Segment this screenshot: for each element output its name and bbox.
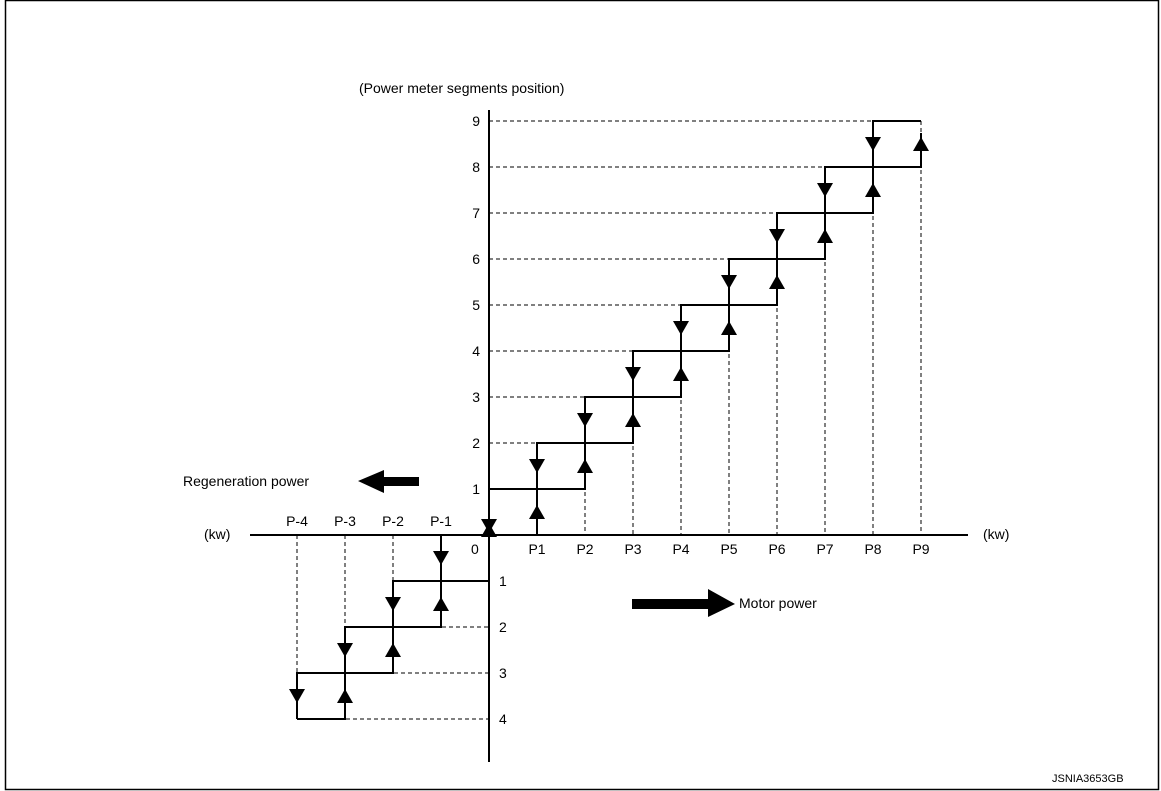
regeneration-power-label: Regeneration power [183, 473, 309, 489]
segment-tick-upper: 5 [472, 297, 480, 313]
segment-tick-upper: 8 [472, 159, 480, 175]
up-arrow-icon [721, 321, 737, 335]
segment-tick-upper: 2 [472, 435, 480, 451]
down-arrow-icon [433, 551, 449, 565]
regeneration-arrow-icon [358, 470, 419, 493]
tick-label-p-3: P-3 [334, 513, 356, 529]
segment-tick-upper: 3 [472, 389, 480, 405]
segment-tick-upper: 6 [472, 251, 480, 267]
negative-step-line-b [297, 535, 490, 720]
down-arrow-icon [625, 367, 641, 381]
tick-label-p8: P8 [864, 541, 881, 557]
segment-tick-lower: 2 [499, 619, 507, 635]
down-arrow-icon [385, 597, 401, 611]
down-arrow-icon [577, 413, 593, 427]
up-arrow-icon [817, 229, 833, 243]
tick-label-p-1: P-1 [430, 513, 452, 529]
down-arrow-icon [337, 643, 353, 657]
tick-label-p6: P6 [768, 541, 785, 557]
motor-power-label: Motor power [739, 595, 817, 611]
up-arrow-icon [433, 597, 449, 611]
tick-label-p3: P3 [624, 541, 641, 557]
segment-tick-upper: 4 [472, 343, 480, 359]
tick-label-p4: P4 [672, 541, 689, 557]
up-arrow-icon [385, 643, 401, 657]
figure-code: JSNIA3653GB [1052, 773, 1124, 785]
segment-tick-lower: 1 [499, 573, 507, 589]
up-arrow-icon [625, 413, 641, 427]
right-axis-label: (kw) [983, 526, 1009, 542]
tick-label-p9: P9 [912, 541, 929, 557]
down-arrow-icon [529, 459, 545, 473]
up-arrow-icon [673, 367, 689, 381]
down-arrow-icon [673, 321, 689, 335]
segment-tick-upper: 1 [472, 481, 480, 497]
down-arrow-icon [769, 229, 785, 243]
tick-label-p1: P1 [528, 541, 545, 557]
segment-tick-lower: 4 [499, 711, 507, 727]
down-arrow-icon [817, 183, 833, 197]
tick-labels: P1 P2 P3 P4 P5 P6 P7 P8 P9 P-1 P-2 P-3 P-4 1 2 3 4 5 6 7 8 9 1… [286, 113, 930, 727]
frame-border [4, 0, 1160, 791]
tick-label-p5: P5 [720, 541, 737, 557]
up-arrow-icon [913, 137, 929, 151]
segment-tick-lower: 3 [499, 665, 507, 681]
motor-arrow-icon [632, 589, 735, 617]
up-arrow-icon [337, 689, 353, 703]
step-arrowheads [289, 137, 929, 703]
left-axis-label: (kw) [204, 526, 230, 542]
hysteresis-steps [296, 120, 922, 720]
segment-tick-upper: 9 [472, 113, 480, 129]
up-arrow-icon [577, 459, 593, 473]
down-arrow-icon [721, 275, 737, 289]
dashed-guides [296, 120, 922, 720]
up-arrow-icon [529, 505, 545, 519]
origin-label: 0 [471, 541, 479, 557]
down-arrow-icon [289, 689, 305, 703]
tick-label-p-4: P-4 [286, 513, 308, 529]
down-arrow-icon [865, 137, 881, 151]
diagram-title: (Power meter segments position) [359, 80, 564, 96]
up-arrow-icon [769, 275, 785, 289]
up-arrow-icon [865, 183, 881, 197]
segment-tick-upper: 7 [472, 205, 480, 221]
up-arrow-icon [481, 523, 497, 537]
tick-label-p7: P7 [816, 541, 833, 557]
tick-label-p-2: P-2 [382, 513, 404, 529]
falling-step-line [489, 120, 921, 490]
tick-label-p2: P2 [576, 541, 593, 557]
